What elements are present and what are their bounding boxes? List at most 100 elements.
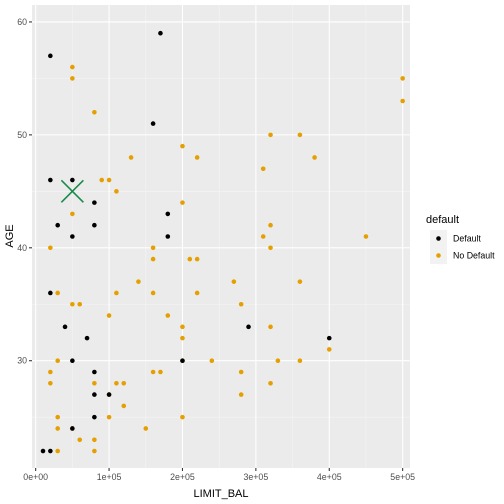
point-no-default (106, 177, 112, 183)
point-no-default (180, 414, 185, 420)
point-no-default (180, 324, 185, 330)
point-no-default (187, 256, 193, 262)
x-axis: 0e+00 1e+05 2e+05 3e+05 4e+05 5e+05 (23, 468, 415, 482)
point-no-default (158, 369, 163, 375)
point-no-default (400, 98, 405, 104)
point-no-default (400, 76, 405, 81)
point-no-default (77, 437, 83, 443)
point-no-default (268, 222, 273, 228)
point-no-default (70, 301, 75, 307)
point-no-default (114, 290, 119, 296)
point-default (92, 200, 97, 205)
point-no-default (268, 381, 273, 386)
point-default (62, 324, 68, 330)
y-tick-label: 40 (17, 243, 27, 253)
point-default (326, 335, 332, 341)
point-no-default (297, 358, 303, 364)
point-no-default (48, 381, 53, 386)
point-default (70, 426, 75, 431)
point-no-default (70, 76, 75, 81)
point-no-default (238, 369, 244, 375)
point-default (48, 177, 53, 183)
point-no-default (363, 234, 369, 239)
point-no-default (268, 245, 273, 251)
x-axis-label: LIMIT_BAL (193, 488, 248, 500)
point-default (106, 392, 112, 397)
plot-panel (32, 5, 410, 468)
x-tick-label: 0e+00 (23, 472, 48, 482)
point-no-default (260, 234, 266, 239)
point-no-default (55, 426, 60, 431)
legend-marker-no-default (436, 253, 441, 258)
point-no-default (150, 369, 156, 375)
point-no-default (194, 290, 200, 296)
point-no-default (150, 245, 156, 251)
point-no-default (99, 177, 105, 183)
point-no-default (77, 301, 83, 307)
point-no-default (150, 256, 156, 262)
x-tick-label: 1e+05 (97, 472, 122, 482)
annotation-layer (60, 179, 84, 203)
legend-marker-default (436, 236, 441, 241)
point-no-default (143, 426, 149, 431)
point-no-default (114, 189, 119, 194)
point-default (165, 211, 171, 217)
point-default (55, 222, 60, 228)
point-default (246, 324, 251, 330)
x-tick-label: 4e+05 (317, 472, 342, 482)
x-tick-label: 5e+05 (390, 472, 415, 482)
point-no-default (180, 335, 185, 341)
point-no-default (70, 211, 75, 217)
point-no-default (121, 403, 127, 409)
point-no-default (180, 143, 185, 149)
legend-label-default: Default (453, 234, 481, 244)
major-gridlines (32, 5, 410, 468)
point-no-default (180, 200, 185, 205)
point-no-default (70, 64, 75, 70)
point-default (150, 121, 156, 126)
point-no-default (136, 279, 141, 284)
point-no-default (326, 347, 332, 352)
y-tick-label: 50 (17, 130, 27, 140)
point-default (48, 53, 53, 59)
point-no-default (92, 381, 97, 386)
point-default (70, 234, 75, 239)
point-default (48, 290, 53, 296)
point-default (92, 369, 97, 375)
point-no-default (55, 414, 60, 420)
legend: default Default No Default (426, 214, 495, 264)
point-no-default (238, 392, 244, 397)
cross-marker-stroke-b (60, 179, 84, 203)
y-axis-label: AGE (4, 224, 16, 247)
point-default (92, 392, 97, 397)
point-no-default (121, 381, 127, 386)
point-default (70, 358, 75, 364)
x-tick-label: 2e+05 (170, 472, 195, 482)
point-no-default (150, 290, 156, 296)
point-default (158, 30, 163, 36)
point-no-default (48, 369, 53, 375)
point-no-default (55, 358, 60, 364)
point-no-default (268, 324, 273, 330)
point-no-default (165, 313, 171, 318)
point-no-default (238, 301, 244, 307)
legend-title: default (426, 214, 459, 226)
points-layer (40, 30, 405, 454)
point-default (40, 448, 46, 454)
y-tick-label: 60 (17, 17, 27, 27)
point-no-default (268, 132, 273, 138)
point-no-default (209, 358, 215, 364)
point-no-default (92, 448, 97, 454)
point-no-default (48, 245, 53, 251)
x-tick-label: 3e+05 (244, 472, 269, 482)
point-no-default (55, 290, 60, 296)
point-no-default (275, 358, 281, 364)
point-no-default (194, 256, 200, 262)
y-tick-label: 30 (17, 356, 27, 366)
point-no-default (231, 279, 237, 284)
point-no-default (92, 109, 97, 115)
point-default (92, 222, 97, 228)
point-no-default (260, 166, 266, 172)
point-no-default (106, 313, 112, 318)
y-axis: 30 40 50 60 (17, 17, 32, 366)
